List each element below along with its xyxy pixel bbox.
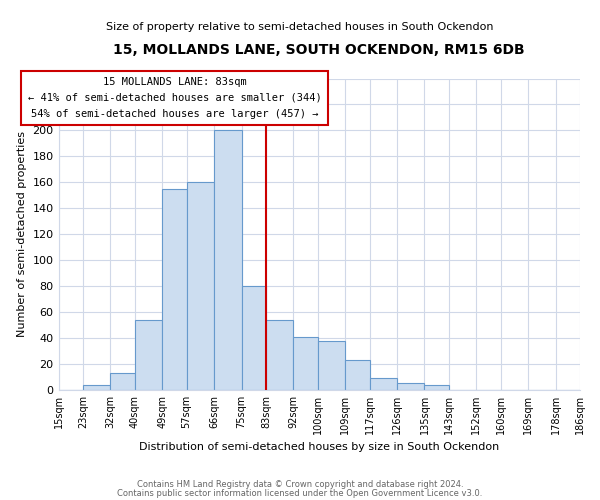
Bar	[110, 373, 135, 390]
Bar	[345, 360, 370, 390]
Y-axis label: Number of semi-detached properties: Number of semi-detached properties	[17, 131, 27, 337]
Bar	[187, 182, 214, 390]
Bar	[318, 340, 345, 390]
Bar	[370, 378, 397, 390]
Bar	[397, 384, 424, 390]
Bar	[293, 336, 318, 390]
Bar	[242, 286, 266, 390]
Title: 15, MOLLANDS LANE, SOUTH OCKENDON, RM15 6DB: 15, MOLLANDS LANE, SOUTH OCKENDON, RM15 …	[113, 42, 525, 56]
Bar	[424, 384, 449, 390]
Text: Contains HM Land Registry data © Crown copyright and database right 2024.: Contains HM Land Registry data © Crown c…	[137, 480, 463, 489]
Bar	[214, 130, 242, 390]
X-axis label: Distribution of semi-detached houses by size in South Ockendon: Distribution of semi-detached houses by …	[139, 442, 499, 452]
Bar	[135, 320, 162, 390]
Text: Contains public sector information licensed under the Open Government Licence v3: Contains public sector information licen…	[118, 488, 482, 498]
Bar	[83, 384, 110, 390]
Bar	[266, 320, 293, 390]
Bar	[162, 189, 187, 390]
Text: Size of property relative to semi-detached houses in South Ockendon: Size of property relative to semi-detach…	[106, 22, 494, 32]
Text: 15 MOLLANDS LANE: 83sqm
← 41% of semi-detached houses are smaller (344)
54% of s: 15 MOLLANDS LANE: 83sqm ← 41% of semi-de…	[28, 78, 321, 118]
